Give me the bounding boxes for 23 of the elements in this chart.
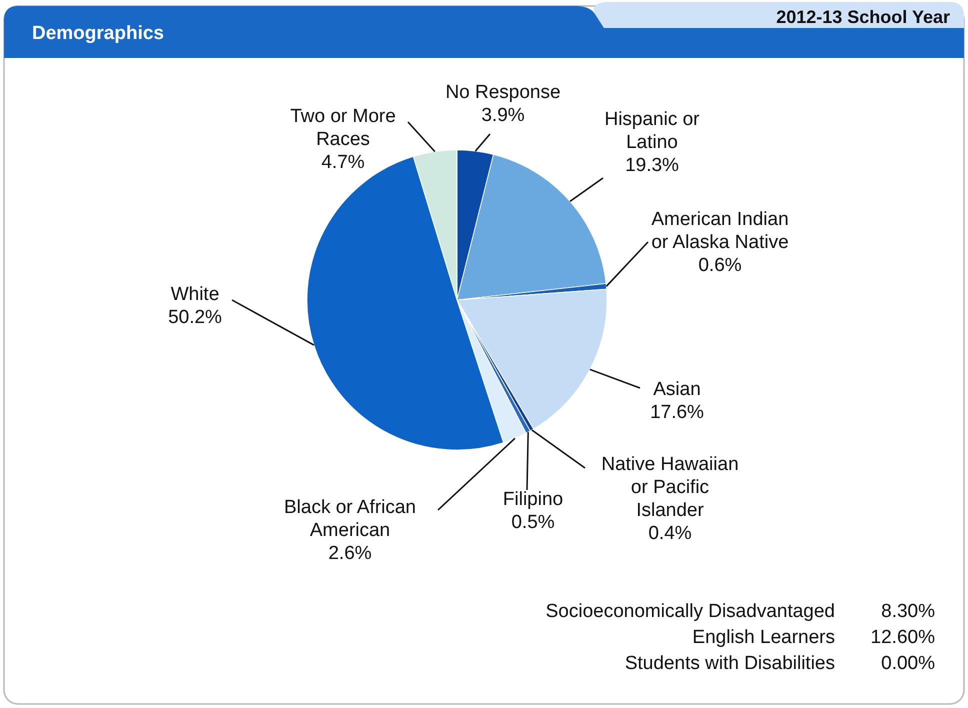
data-label: 4.7% <box>321 152 365 173</box>
data-label: 0.6% <box>698 255 742 276</box>
data-label: 2.6% <box>328 543 372 564</box>
data-label: 50.2% <box>168 307 222 328</box>
slice-label: Two or More Races <box>290 106 396 150</box>
data-label: 17.6% <box>650 402 704 423</box>
slice-label: White <box>170 284 220 305</box>
text: Socioeconomically Disadvantaged 8.30% <box>546 601 935 622</box>
data-label: 3.9% <box>481 105 525 126</box>
slice-label: Asian <box>653 379 701 400</box>
slice-label: Hispanic or Latino <box>604 109 700 153</box>
slice-label: No Response <box>445 82 561 103</box>
data-label: 19.3% <box>625 155 680 176</box>
chart-title: Demographics <box>32 23 164 44</box>
slice-label: Black or African American <box>284 497 416 541</box>
data-label: 0.5% <box>511 512 555 533</box>
slice-label: Native Hawaiian or Pacific Islander <box>601 454 739 521</box>
text: 2012-13 School Year <box>776 7 950 27</box>
slice-label: Filipino <box>502 489 564 510</box>
text: Students with Disabilities 0.00% <box>624 653 935 674</box>
text: English Learners 12.60% <box>692 627 935 648</box>
data-label: 0.4% <box>648 523 692 544</box>
slice-label: American Indian or Alaska Native <box>651 209 789 253</box>
